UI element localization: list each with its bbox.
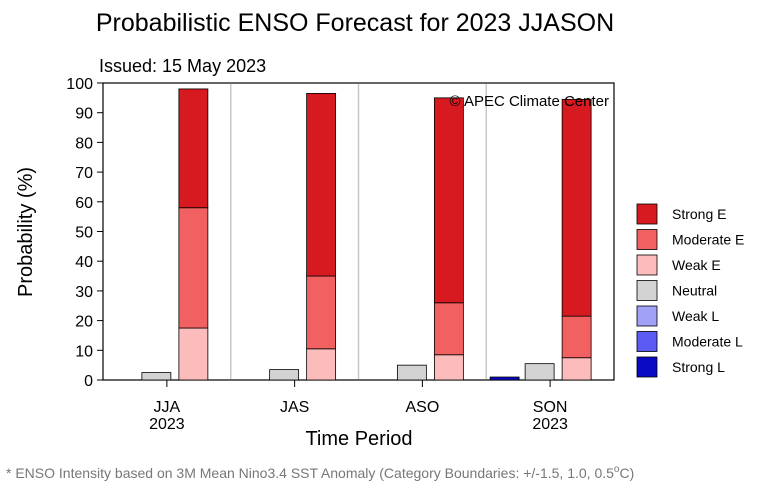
bar-segment-moderate-e bbox=[178, 207, 209, 329]
y-tick-label: 100 bbox=[66, 76, 93, 93]
legend-label: Strong L bbox=[672, 359, 725, 375]
legend-label: Weak E bbox=[672, 257, 721, 273]
bar-segment-weak-e bbox=[306, 348, 337, 381]
legend-swatch bbox=[636, 305, 658, 327]
y-axis: 0 10 20 30 40 50 60 70 80 90 100 bbox=[66, 76, 103, 390]
footnote-text: * ENSO Intensity based on 3M Mean Nino3.… bbox=[6, 465, 614, 481]
y-tick-label: 10 bbox=[75, 343, 93, 360]
legend-swatch bbox=[636, 254, 658, 276]
bar-segment-weak-e bbox=[561, 357, 592, 381]
period-separators bbox=[230, 84, 487, 379]
legend-swatch bbox=[636, 280, 658, 301]
bar-segment-weak-e bbox=[178, 327, 209, 381]
credit-label: © APEC Climate Center bbox=[450, 93, 609, 110]
footnote-suffix: C) bbox=[619, 465, 634, 481]
x-tick-label: SON bbox=[533, 399, 568, 416]
legend-swatch bbox=[636, 203, 658, 225]
y-tick-label: 30 bbox=[75, 284, 93, 301]
legend-label: Moderate E bbox=[672, 232, 744, 248]
x-tick-label: JAS bbox=[280, 399, 309, 416]
y-tick-label: 80 bbox=[75, 135, 93, 152]
bar-segment-weak-e bbox=[433, 354, 464, 381]
bar-segment-neutral bbox=[524, 363, 555, 381]
bar-segment-neutral bbox=[141, 372, 172, 381]
bar-segment-strong-e bbox=[433, 97, 464, 304]
legend-label: Strong E bbox=[672, 206, 726, 222]
legend-label: Neutral bbox=[672, 283, 717, 299]
bar-segment-moderate-e bbox=[306, 275, 337, 350]
legend: Strong E Moderate E Weak E Neutral Weak L Mod… bbox=[636, 203, 744, 378]
chart-title: Probabilistic ENSO Forecast for 2023 JJA… bbox=[96, 9, 614, 37]
footnote: * ENSO Intensity based on 3M Mean Nino3.… bbox=[6, 464, 634, 481]
y-tick-label: 70 bbox=[75, 165, 93, 182]
bar-stacks bbox=[141, 88, 592, 381]
y-axis-label: Probability (%) bbox=[15, 167, 37, 297]
x-tick-label: JJA bbox=[154, 399, 181, 416]
footnote-unit: o bbox=[614, 464, 620, 475]
legend-swatch bbox=[636, 229, 658, 250]
bar-segment-moderate-e bbox=[561, 315, 592, 359]
bar-segment-strong-e bbox=[178, 88, 209, 209]
x-axis-label: Time Period bbox=[305, 428, 412, 450]
y-tick-label: 40 bbox=[75, 254, 93, 271]
legend-swatch bbox=[636, 331, 658, 352]
x-tick-label: ASO bbox=[405, 399, 439, 416]
bar-segment-strong-e bbox=[306, 92, 337, 277]
legend-label: Weak L bbox=[672, 308, 719, 324]
legend-label: Moderate L bbox=[672, 334, 743, 350]
bar-segment-strong-e bbox=[561, 98, 592, 317]
bar-segment-neutral bbox=[396, 364, 427, 381]
y-tick-label: 90 bbox=[75, 106, 93, 123]
x-tick-year: 2023 bbox=[149, 416, 185, 433]
legend-swatch bbox=[636, 356, 658, 378]
chart-subtitle: Issued: 15 May 2023 bbox=[99, 56, 266, 76]
y-tick-label: 50 bbox=[75, 225, 93, 242]
bar-segment-strong-l bbox=[489, 376, 520, 381]
bar-segment-neutral bbox=[269, 369, 300, 381]
x-tick-year: 2023 bbox=[532, 416, 568, 433]
y-tick-label: 0 bbox=[84, 373, 93, 390]
y-tick-label: 20 bbox=[75, 314, 93, 331]
bar-segment-moderate-e bbox=[433, 302, 464, 356]
y-tick-label: 60 bbox=[75, 195, 93, 212]
